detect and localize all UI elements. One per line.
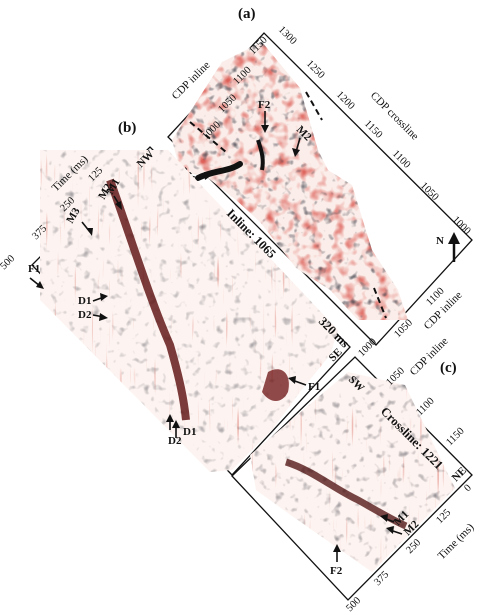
b-label-d2-lower: D2 bbox=[168, 435, 182, 447]
a-label-f2: F2 bbox=[258, 99, 271, 111]
b-label-f1: F1 bbox=[28, 263, 40, 275]
b-label-d1-lower: D1 bbox=[183, 426, 196, 438]
b-time-tick: 500 bbox=[0, 253, 17, 272]
a-crossline-tick: 1300 bbox=[276, 24, 299, 47]
c-label-f2: F2 bbox=[330, 565, 343, 577]
crossline-trace-line bbox=[305, 91, 323, 121]
b-lower-body bbox=[262, 369, 289, 401]
c-main-reflector bbox=[284, 458, 408, 530]
c-time-tick: 0 bbox=[462, 483, 473, 494]
panel-b-letter: (b) bbox=[118, 120, 136, 136]
crossline-trace-line-2 bbox=[373, 287, 387, 319]
panel-a-letter: (a) bbox=[238, 6, 256, 22]
c-inline-tick: 1100 bbox=[414, 396, 436, 418]
b-label-d2: D2 bbox=[78, 309, 92, 321]
c-inline-tick: 1150 bbox=[444, 426, 466, 448]
inline-trace-line bbox=[189, 121, 227, 153]
f2-feature bbox=[256, 139, 265, 171]
b-label-f1-lower: F1 bbox=[308, 381, 320, 393]
b-label-d1: D1 bbox=[78, 295, 91, 307]
b-main-reflector bbox=[106, 178, 190, 421]
m1-feature bbox=[195, 161, 243, 181]
c-time-axis-label: Time (ms) bbox=[436, 521, 477, 562]
panel-c-letter: (c) bbox=[440, 360, 457, 376]
north-label: N bbox=[436, 235, 444, 247]
north-arrow-icon: N bbox=[436, 232, 460, 262]
